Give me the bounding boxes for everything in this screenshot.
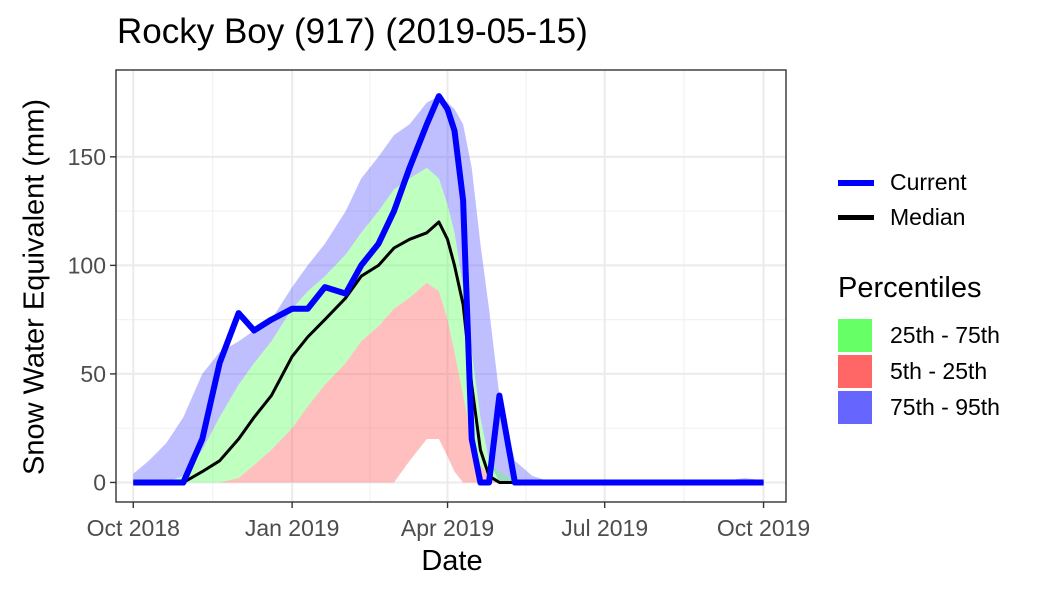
black-line-icon [838, 215, 874, 220]
legend-label-median: Median [890, 204, 966, 230]
legend-label-5-25: 5th - 25th [890, 357, 988, 384]
grid-lines [116, 70, 786, 502]
band-75th-95th [133, 96, 764, 483]
blue-line-icon [838, 179, 874, 186]
x-tick-label: Apr 2019 [401, 515, 494, 541]
band-5th-25th [133, 282, 764, 483]
green-swatch-icon [838, 318, 872, 352]
x-tick-label: Oct 2018 [87, 515, 180, 541]
legend-item-25-75: 25th - 75th [838, 317, 1000, 353]
y-tick-label: 100 [68, 252, 106, 278]
percentile-bands [133, 96, 764, 483]
band-25th-75th [133, 167, 764, 483]
legend-item-75-95: 75th - 95th [838, 389, 1000, 425]
y-axis-label: Snow Water Equivalent (mm) [18, 98, 51, 476]
panel-border [115, 69, 787, 503]
red-swatch-icon [838, 354, 872, 388]
legend-item-5-25: 5th - 25th [838, 353, 1000, 389]
x-tick-label: Jan 2019 [245, 515, 340, 541]
y-tick-label: 0 [93, 469, 106, 495]
chart-title: Rocky Boy (917) (2019-05-15) [117, 12, 588, 51]
axes: 0 50 100 150 Oct 2018 Jan 2019 Apr 2019 Jul 201… [68, 144, 811, 541]
legend-item-current: Current [838, 165, 1000, 200]
x-tick-label: Jul 2019 [561, 515, 648, 541]
line-current [133, 93, 764, 486]
panel-background [116, 70, 786, 502]
blue-swatch-icon [838, 390, 872, 424]
legend-label-75-95: 75th - 95th [890, 393, 1000, 420]
legend: Current Median Percentiles 25th - 75th 5… [838, 165, 1000, 425]
legend-label-25-75: 25th - 75th [890, 321, 1000, 348]
x-tick-label: Oct 2019 [717, 515, 810, 541]
legend-title-percentiles: Percentiles [838, 272, 982, 304]
y-tick-label: 150 [68, 144, 106, 170]
y-tick-label: 50 [80, 361, 106, 387]
x-axis-label: Date [421, 545, 483, 577]
data-lines [133, 93, 764, 486]
legend-item-median: Median [838, 200, 1000, 235]
legend-label-current: Current [890, 169, 967, 195]
